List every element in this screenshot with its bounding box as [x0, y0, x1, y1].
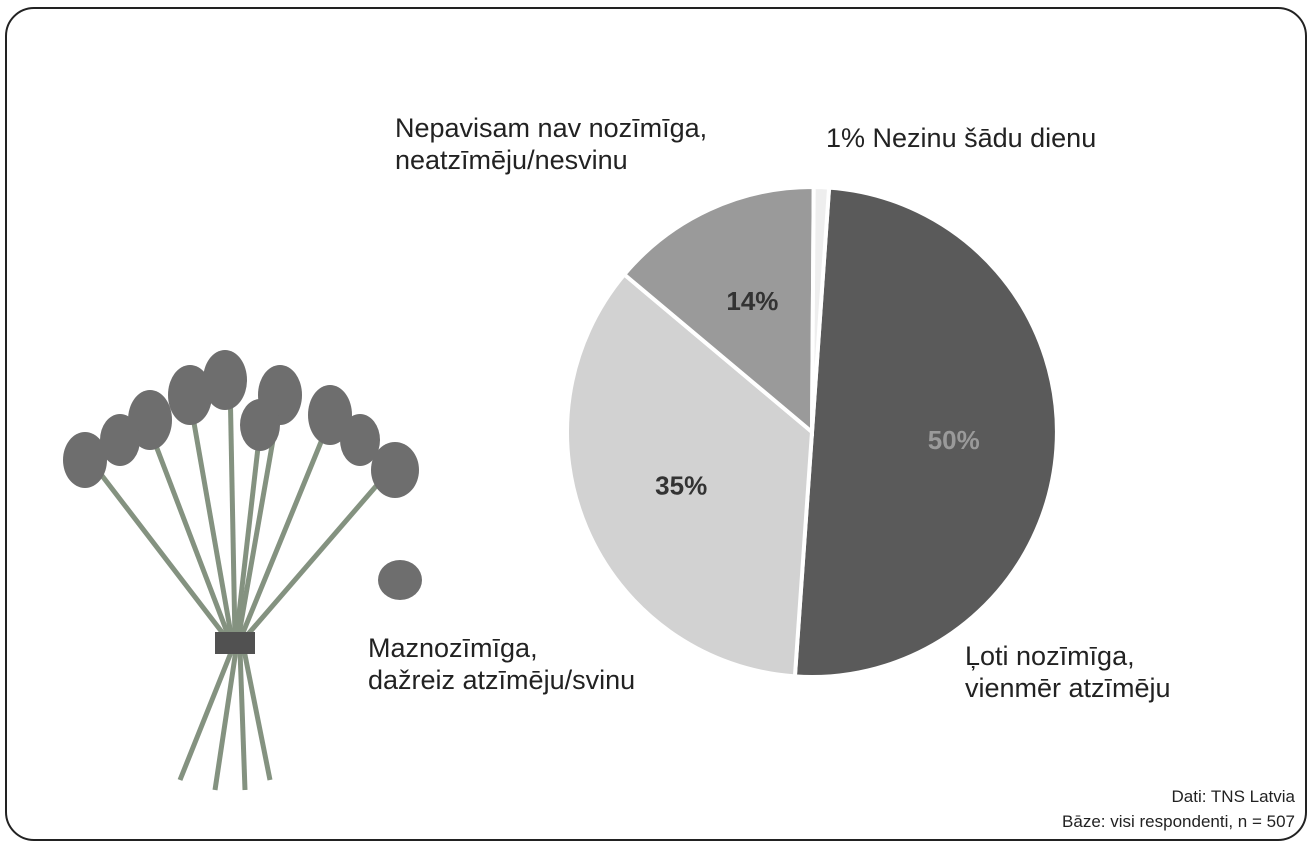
value-label: 1% — [826, 123, 865, 153]
flowers-illustration — [63, 350, 422, 790]
small-slice-label: 1% Nezinu šādu dienu — [826, 122, 1096, 154]
source-note: Dati: TNS Latvia — [1172, 787, 1295, 807]
pie-slice — [795, 188, 1057, 677]
value-label: 50% — [928, 425, 980, 455]
value-label: 14% — [726, 286, 778, 316]
category-label: Nezinu šādu dienu — [873, 123, 1097, 153]
category-label: Ļoti nozīmīga, vienmēr atzīmēju — [965, 640, 1171, 704]
page: 50% 35% 14% Ļoti nozīmīga, vienmēr atzīmēj… — [0, 0, 1313, 847]
base-note: Bāze: visi respondenti, n = 507 — [1062, 812, 1295, 832]
category-label: Maznozīmīga, dažreiz atzīmēju/svinu — [368, 632, 635, 696]
value-label: 35% — [655, 470, 707, 500]
category-label: Nepavisam nav nozīmīga, neatzīmēju/nesvi… — [395, 112, 707, 176]
